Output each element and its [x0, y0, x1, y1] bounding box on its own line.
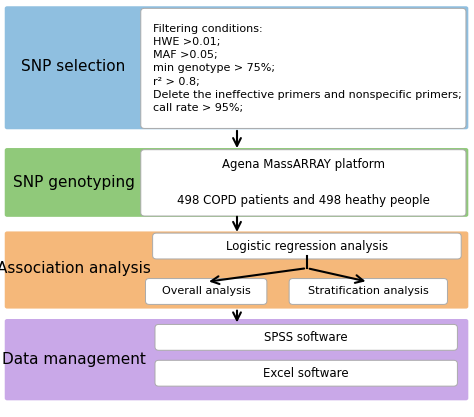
FancyBboxPatch shape: [153, 233, 461, 259]
FancyBboxPatch shape: [289, 279, 447, 304]
Text: Overall analysis: Overall analysis: [162, 286, 251, 296]
Text: Data management: Data management: [1, 352, 146, 367]
FancyBboxPatch shape: [5, 148, 468, 217]
Text: Association analysis: Association analysis: [0, 261, 150, 276]
Text: Logistic regression analysis: Logistic regression analysis: [226, 239, 388, 253]
Text: SPSS software: SPSS software: [264, 331, 348, 344]
Text: Filtering conditions:
HWE >0.01;
MAF >0.05;
min genotype > 75%;
r² > 0.8;
Delete: Filtering conditions: HWE >0.01; MAF >0.…: [153, 24, 462, 113]
FancyBboxPatch shape: [146, 279, 267, 304]
FancyBboxPatch shape: [5, 231, 468, 309]
FancyBboxPatch shape: [141, 8, 466, 128]
Text: Agena MassARRAY platform

498 COPD patients and 498 heathy people: Agena MassARRAY platform 498 COPD patien…: [177, 158, 430, 207]
Text: SNP selection: SNP selection: [21, 59, 126, 74]
Text: Excel software: Excel software: [264, 367, 349, 380]
Text: SNP genotyping: SNP genotyping: [12, 175, 135, 190]
Text: Stratification analysis: Stratification analysis: [308, 286, 428, 296]
FancyBboxPatch shape: [155, 324, 457, 350]
FancyBboxPatch shape: [5, 6, 468, 129]
FancyBboxPatch shape: [141, 150, 466, 216]
FancyBboxPatch shape: [155, 360, 457, 386]
FancyBboxPatch shape: [5, 319, 468, 400]
